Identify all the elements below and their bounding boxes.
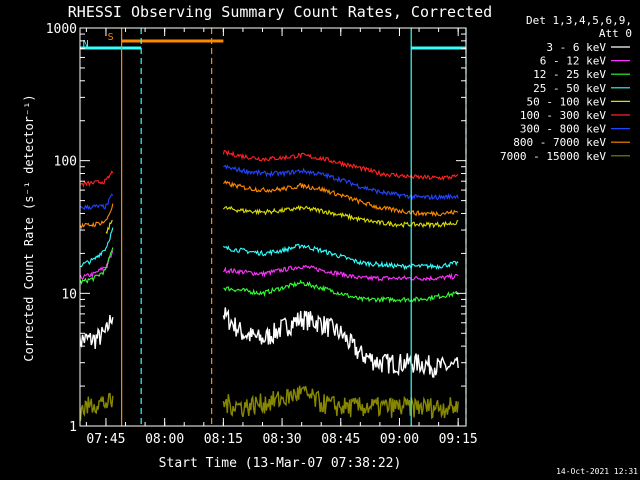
series-12-25-kev: [80, 247, 459, 304]
y-tick-label-1: 1: [69, 420, 77, 435]
x-axis: 07:45 08:00 08:15 08:30 08:45 09:00 09:15: [85, 28, 478, 447]
series-6-12-kev: [80, 250, 459, 282]
legend-header-line-1: Det 1,3,4,5,6,9,: [526, 14, 632, 27]
x-tick-label-09-15: 09:15: [439, 432, 478, 447]
series-300-800-kev: [80, 164, 459, 211]
x-tick-label-07-45: 07:45: [86, 432, 125, 447]
legend-label-6-12-kev: 6 - 12 keV: [540, 55, 607, 68]
x-tick-label-08-45: 08:45: [321, 432, 360, 447]
x-axis-label: Start Time (13-Mar-07 07:38:22): [159, 456, 402, 471]
y-tick-label-10: 10: [61, 287, 77, 302]
series-100-300-kev: [80, 149, 459, 188]
legend-header-line-2: Att 0: [599, 27, 632, 40]
y-axis: 1 10 100 1000: [46, 22, 466, 435]
legend-label-100-300-kev: 100 - 300 keV: [520, 109, 606, 122]
annotations: SN: [80, 32, 466, 50]
x-tick-label-08-00: 08:00: [145, 432, 184, 447]
y-axis-label: Corrected Count Rate (s⁻¹ detector⁻¹): [22, 94, 36, 361]
annotation-label-n: N: [83, 39, 89, 50]
series-800-7000-kev: [80, 180, 459, 230]
annotation-label-s: S: [108, 32, 114, 43]
chart-title: RHESSI Observing Summary Count Rates, Co…: [68, 3, 492, 21]
legend-label-12-25-kev: 12 - 25 keV: [533, 68, 606, 81]
series-50-100-kev: [105, 204, 459, 235]
series-25-50-kev: [80, 227, 459, 271]
legend-label-3-6-kev: 3 - 6 keV: [546, 41, 606, 54]
y-tick-label-1000: 1000: [46, 22, 77, 37]
plot-frame: [79, 27, 467, 427]
legend-label-25-50-kev: 25 - 50 keV: [533, 82, 606, 95]
legend-label-300-800-kev: 300 - 800 keV: [520, 123, 606, 136]
legend-label-7000-15000-kev: 7000 - 15000 keV: [500, 150, 606, 163]
legend-label-50-100-kev: 50 - 100 keV: [527, 95, 607, 108]
y-tick-label-100: 100: [54, 155, 77, 170]
series-layer: [80, 149, 459, 421]
legend-label-800-7000-kev: 800 - 7000 keV: [513, 136, 606, 149]
x-tick-label-08-15: 08:15: [204, 432, 243, 447]
series-3-6-kev: [80, 307, 459, 378]
x-tick-label-09-00: 09:00: [380, 432, 419, 447]
x-tick-label-08-30: 08:30: [262, 432, 301, 447]
series-7000-15000-kev: [80, 385, 459, 421]
timestamp: 14-Oct-2021 12:31: [556, 467, 638, 476]
